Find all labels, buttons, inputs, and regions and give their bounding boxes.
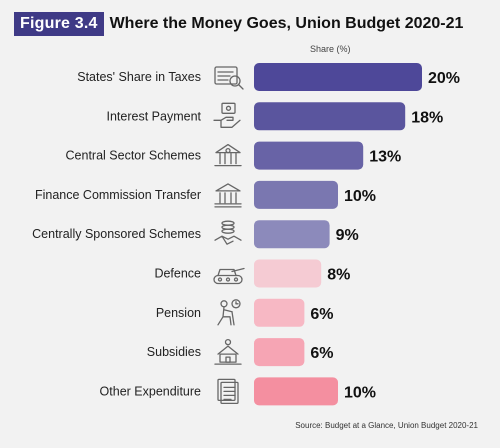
- value-label: 8%: [327, 267, 350, 284]
- bar: [254, 298, 305, 327]
- bank-icon: [214, 183, 242, 208]
- bar: [254, 63, 422, 91]
- category-label: Finance Commission Transfer: [35, 188, 201, 202]
- bar: [254, 180, 338, 209]
- value-label: 9%: [336, 227, 359, 244]
- source-note: Source: Budget at a Glance, Union Budget…: [295, 421, 478, 430]
- share-column-header: Share (%): [310, 44, 351, 54]
- category-label: States' Share in Taxes: [77, 70, 201, 84]
- category-label: Centrally Sponsored Schemes: [32, 227, 201, 241]
- bar: [254, 259, 322, 288]
- bar: [254, 377, 338, 406]
- value-label: 6%: [310, 345, 333, 362]
- value-label: 6%: [310, 306, 333, 323]
- tank-icon: [213, 267, 245, 285]
- value-label: 20%: [428, 70, 460, 87]
- coins-handshake-icon: [214, 220, 242, 245]
- chart-header: Figure 3.4 Where the Money Goes, Union B…: [14, 12, 463, 36]
- chart-title: Where the Money Goes, Union Budget 2020-…: [109, 15, 464, 32]
- bar: [254, 141, 364, 170]
- value-label: 18%: [411, 109, 443, 126]
- tax-form-icon: [214, 66, 244, 90]
- elderly-person-icon: [217, 299, 241, 326]
- category-label: Other Expenditure: [100, 384, 201, 398]
- value-label: 10%: [344, 188, 376, 205]
- category-label: Central Sector Schemes: [66, 149, 201, 163]
- category-label: Interest Payment: [107, 109, 202, 123]
- bar: [254, 338, 305, 367]
- bar: [254, 102, 406, 131]
- category-label: Defence: [154, 267, 201, 281]
- bar: [254, 220, 330, 249]
- money-hand-icon: [213, 102, 241, 128]
- category-label: Pension: [156, 306, 201, 320]
- value-label: 13%: [369, 149, 401, 166]
- subsidy-icon: [214, 338, 242, 365]
- category-label: Subsidies: [147, 345, 201, 359]
- value-label: 10%: [344, 384, 376, 401]
- document-stack-icon: [217, 378, 239, 405]
- government-building-icon: [214, 143, 242, 167]
- figure-label: Figure 3.4: [14, 12, 104, 36]
